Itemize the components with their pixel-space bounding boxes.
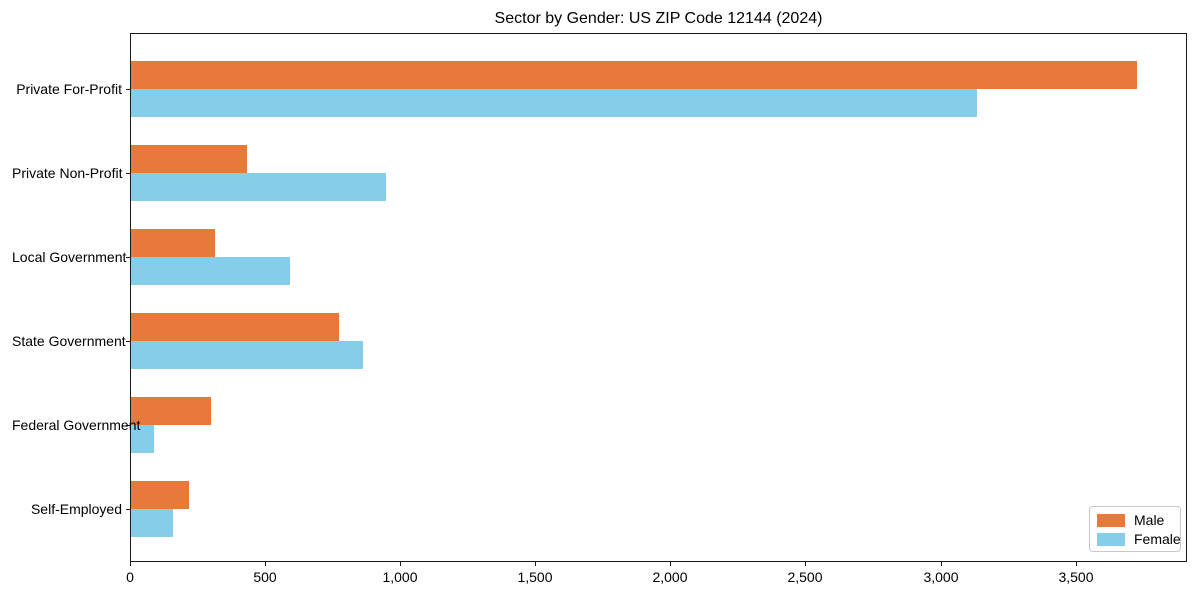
x-axis-tick-label: 3,000 [923,569,959,585]
y-axis-category-label: Local Government [12,249,127,265]
x-axis-tick-label: 2,500 [787,569,823,585]
bar-female-0 [131,88,977,117]
y-axis-category-label: Private For-Profit [16,81,122,97]
x-axis-tick-label: 1,000 [382,569,418,585]
chart-title: Sector by Gender: US ZIP Code 12144 (202… [494,10,823,27]
y-axis-category-label: Federal Government [12,417,141,433]
x-axis-tick-label: 3,500 [1058,569,1094,585]
x-axis-tick [400,562,401,566]
bar-male-3 [131,312,339,341]
x-axis-tick [1076,562,1077,566]
bar-female-4 [131,424,154,453]
bar-female-5 [131,508,173,537]
x-axis-tick [670,562,671,566]
bar-female-3 [131,340,363,369]
bar-male-0 [131,60,1137,89]
y-axis-category-label: Self-Employed [30,501,122,517]
x-axis-tick [805,562,806,566]
bar-male-5 [131,480,189,509]
x-axis-tick-label: 1,500 [517,569,553,585]
x-axis-tick-label: 500 [253,569,277,585]
y-axis-tick [126,341,130,342]
plot-area [130,33,1187,562]
y-axis-category-label: Private Non-Profit [12,165,123,181]
bar-female-1 [131,172,386,201]
y-axis-tick [126,173,130,174]
y-axis-tick [126,89,130,90]
y-axis-tick [126,425,130,426]
legend-label-female: Female [1134,531,1181,547]
x-axis-tick [535,562,536,566]
x-axis-tick [941,562,942,566]
bar-male-2 [131,228,215,257]
x-axis-tick [130,562,131,566]
bar-female-2 [131,256,290,285]
bar-male-1 [131,144,247,173]
y-axis-category-label: State Government [12,333,126,349]
legend-swatch-female [1097,532,1125,546]
bar-male-4 [131,396,211,425]
x-axis-tick-label: 2,000 [652,569,688,585]
x-axis-tick-label: 0 [126,569,134,585]
legend-item-female: Female [1097,531,1181,547]
x-axis-tick [265,562,266,566]
legend-label-male: Male [1134,512,1165,528]
legend-item-male: Male [1097,512,1173,528]
y-axis-tick [126,509,130,510]
y-axis-tick [126,257,130,258]
legend-swatch-male [1097,513,1125,527]
legend: Male Female [1089,506,1181,552]
